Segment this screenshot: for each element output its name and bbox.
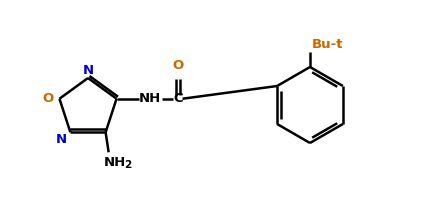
Text: N: N	[82, 64, 94, 77]
Text: NH: NH	[139, 92, 161, 105]
Text: O: O	[172, 59, 183, 72]
Text: N: N	[56, 133, 68, 146]
Text: Bu-t: Bu-t	[312, 39, 344, 52]
Text: C: C	[174, 92, 183, 105]
Text: O: O	[42, 92, 54, 105]
Text: 2: 2	[124, 160, 131, 170]
Text: NH: NH	[104, 156, 126, 169]
